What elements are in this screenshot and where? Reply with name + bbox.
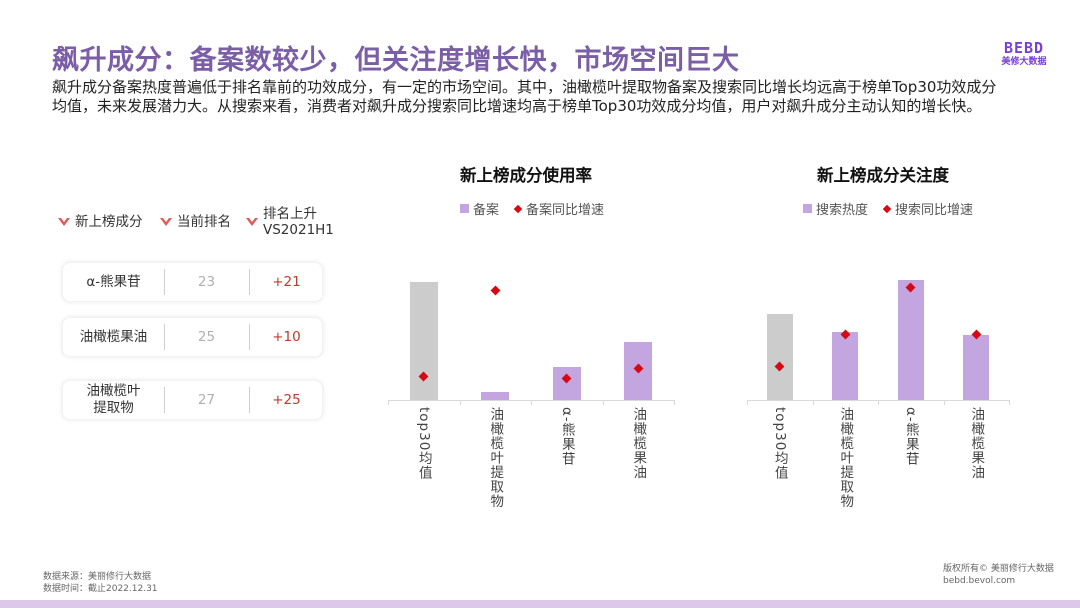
ranking-table-header: 新上榜成分 当前排名 排名上升 VS2021H1	[58, 206, 348, 246]
header-ingredient: 新上榜成分	[58, 214, 143, 230]
growth-marker-icon	[490, 285, 501, 296]
logo-mark: BEBD	[1003, 39, 1045, 57]
x-axis-label: α-熊果苷	[902, 407, 919, 467]
axis-tick	[603, 400, 604, 405]
current-rank: 25	[197, 329, 216, 345]
chart-title-usage: 新上榜成分使用率	[460, 166, 592, 185]
current-rank: 27	[197, 392, 216, 408]
table-row: 油橄榄果油 25 +10	[62, 317, 323, 357]
legend-label: 备案	[473, 203, 500, 218]
chevron-down-icon	[58, 218, 70, 226]
rank-rise: +10	[272, 329, 301, 345]
chart-plot-usage: top30均值 油橄榄叶提取物 α-熊果苷 油橄榄果油	[388, 280, 675, 520]
table-row: 油橄榄叶 提取物 27 +25	[62, 380, 323, 420]
bar	[832, 332, 859, 400]
divider	[164, 269, 165, 295]
legend-label: 搜索热度	[816, 203, 869, 218]
table-row: α-熊果苷 23 +21	[62, 262, 323, 302]
data-date: 数据时间：截止2022.12.31	[43, 584, 158, 594]
x-axis-label: α-熊果苷	[558, 407, 575, 467]
header-label: 当前排名	[177, 214, 231, 230]
footer-source: 数据来源：美丽修行大数据 数据时间：截止2022.12.31	[43, 571, 158, 595]
page-title: 飙升成分：备案数较少，但关注度增长快，市场空间巨大	[52, 45, 740, 76]
bar	[766, 313, 793, 400]
legend-diamond-icon	[513, 204, 523, 213]
axis-tick	[388, 400, 389, 405]
header-rise: 排名上升 VS2021H1	[246, 206, 334, 238]
website-link: bebd.bevol.com	[943, 576, 1016, 586]
axis-tick	[813, 400, 814, 405]
x-axis-label: 油橄榄叶提取物	[837, 407, 854, 509]
rank-rise: +21	[272, 274, 301, 290]
copyright-text: 版权所有© 美丽修行大数据	[943, 564, 1054, 574]
ingredient-name: 油橄榄叶 提取物	[86, 383, 141, 416]
x-axis-label: top30均值	[771, 407, 788, 481]
divider	[164, 387, 165, 413]
bar	[481, 392, 510, 400]
bottom-band	[0, 600, 1080, 608]
legend-swatch-bar	[803, 204, 812, 213]
legend-swatch-bar	[460, 204, 469, 213]
divider	[249, 269, 250, 295]
legend-diamond-icon	[882, 204, 892, 213]
header-label: 新上榜成分	[75, 214, 143, 230]
axis-tick	[878, 400, 879, 405]
intro-paragraph: 飙升成分备案热度普遍低于排名靠前的功效成分，有一定的市场空间。其中，油橄榄叶提取…	[52, 78, 997, 115]
ingredient-name: α-熊果苷	[86, 273, 141, 290]
footer-copyright: 版权所有© 美丽修行大数据 bebd.bevol.com	[943, 563, 1054, 587]
ingredient-name: 油橄榄果油	[79, 328, 148, 345]
axis-tick	[460, 400, 461, 405]
chart-legend-usage: 备案 备案同比增速	[460, 199, 604, 218]
logo-subtitle: 美修大数据	[1001, 57, 1047, 67]
x-axis-label: top30均值	[415, 407, 432, 481]
bar	[552, 367, 581, 400]
divider	[249, 324, 250, 350]
chart-legend-attention: 搜索热度 搜索同比增速	[803, 199, 973, 218]
legend-label: 搜索同比增速	[895, 203, 974, 218]
bar	[409, 282, 438, 400]
bar	[897, 280, 924, 400]
rank-rise: +25	[272, 392, 301, 408]
divider	[164, 324, 165, 350]
brand-logo: BEBD 美修大数据	[994, 40, 1054, 68]
legend-label: 备案同比增速	[526, 203, 605, 218]
x-axis-label: 油橄榄果油	[630, 407, 647, 480]
chart-title-attention: 新上榜成分关注度	[817, 166, 949, 185]
axis-tick	[747, 400, 748, 405]
x-axis-label: 油橄榄叶提取物	[487, 407, 504, 509]
header-rank: 当前排名	[160, 214, 231, 230]
current-rank: 23	[197, 274, 216, 290]
axis-tick	[1009, 400, 1010, 405]
chevron-down-icon	[160, 218, 172, 226]
chevron-down-icon	[246, 218, 258, 226]
divider	[249, 387, 250, 413]
header-label: 排名上升	[263, 206, 317, 222]
axis-tick	[944, 400, 945, 405]
header-sublabel: VS2021H1	[263, 222, 334, 238]
data-source: 数据来源：美丽修行大数据	[43, 572, 152, 582]
bar	[963, 334, 990, 400]
axis-tick	[531, 400, 532, 405]
x-axis-label: 油橄榄果油	[968, 407, 985, 480]
axis-tick	[674, 400, 675, 405]
chart-plot-attention: top30均值 油橄榄叶提取物 α-熊果苷 油橄榄果油	[747, 280, 1010, 520]
